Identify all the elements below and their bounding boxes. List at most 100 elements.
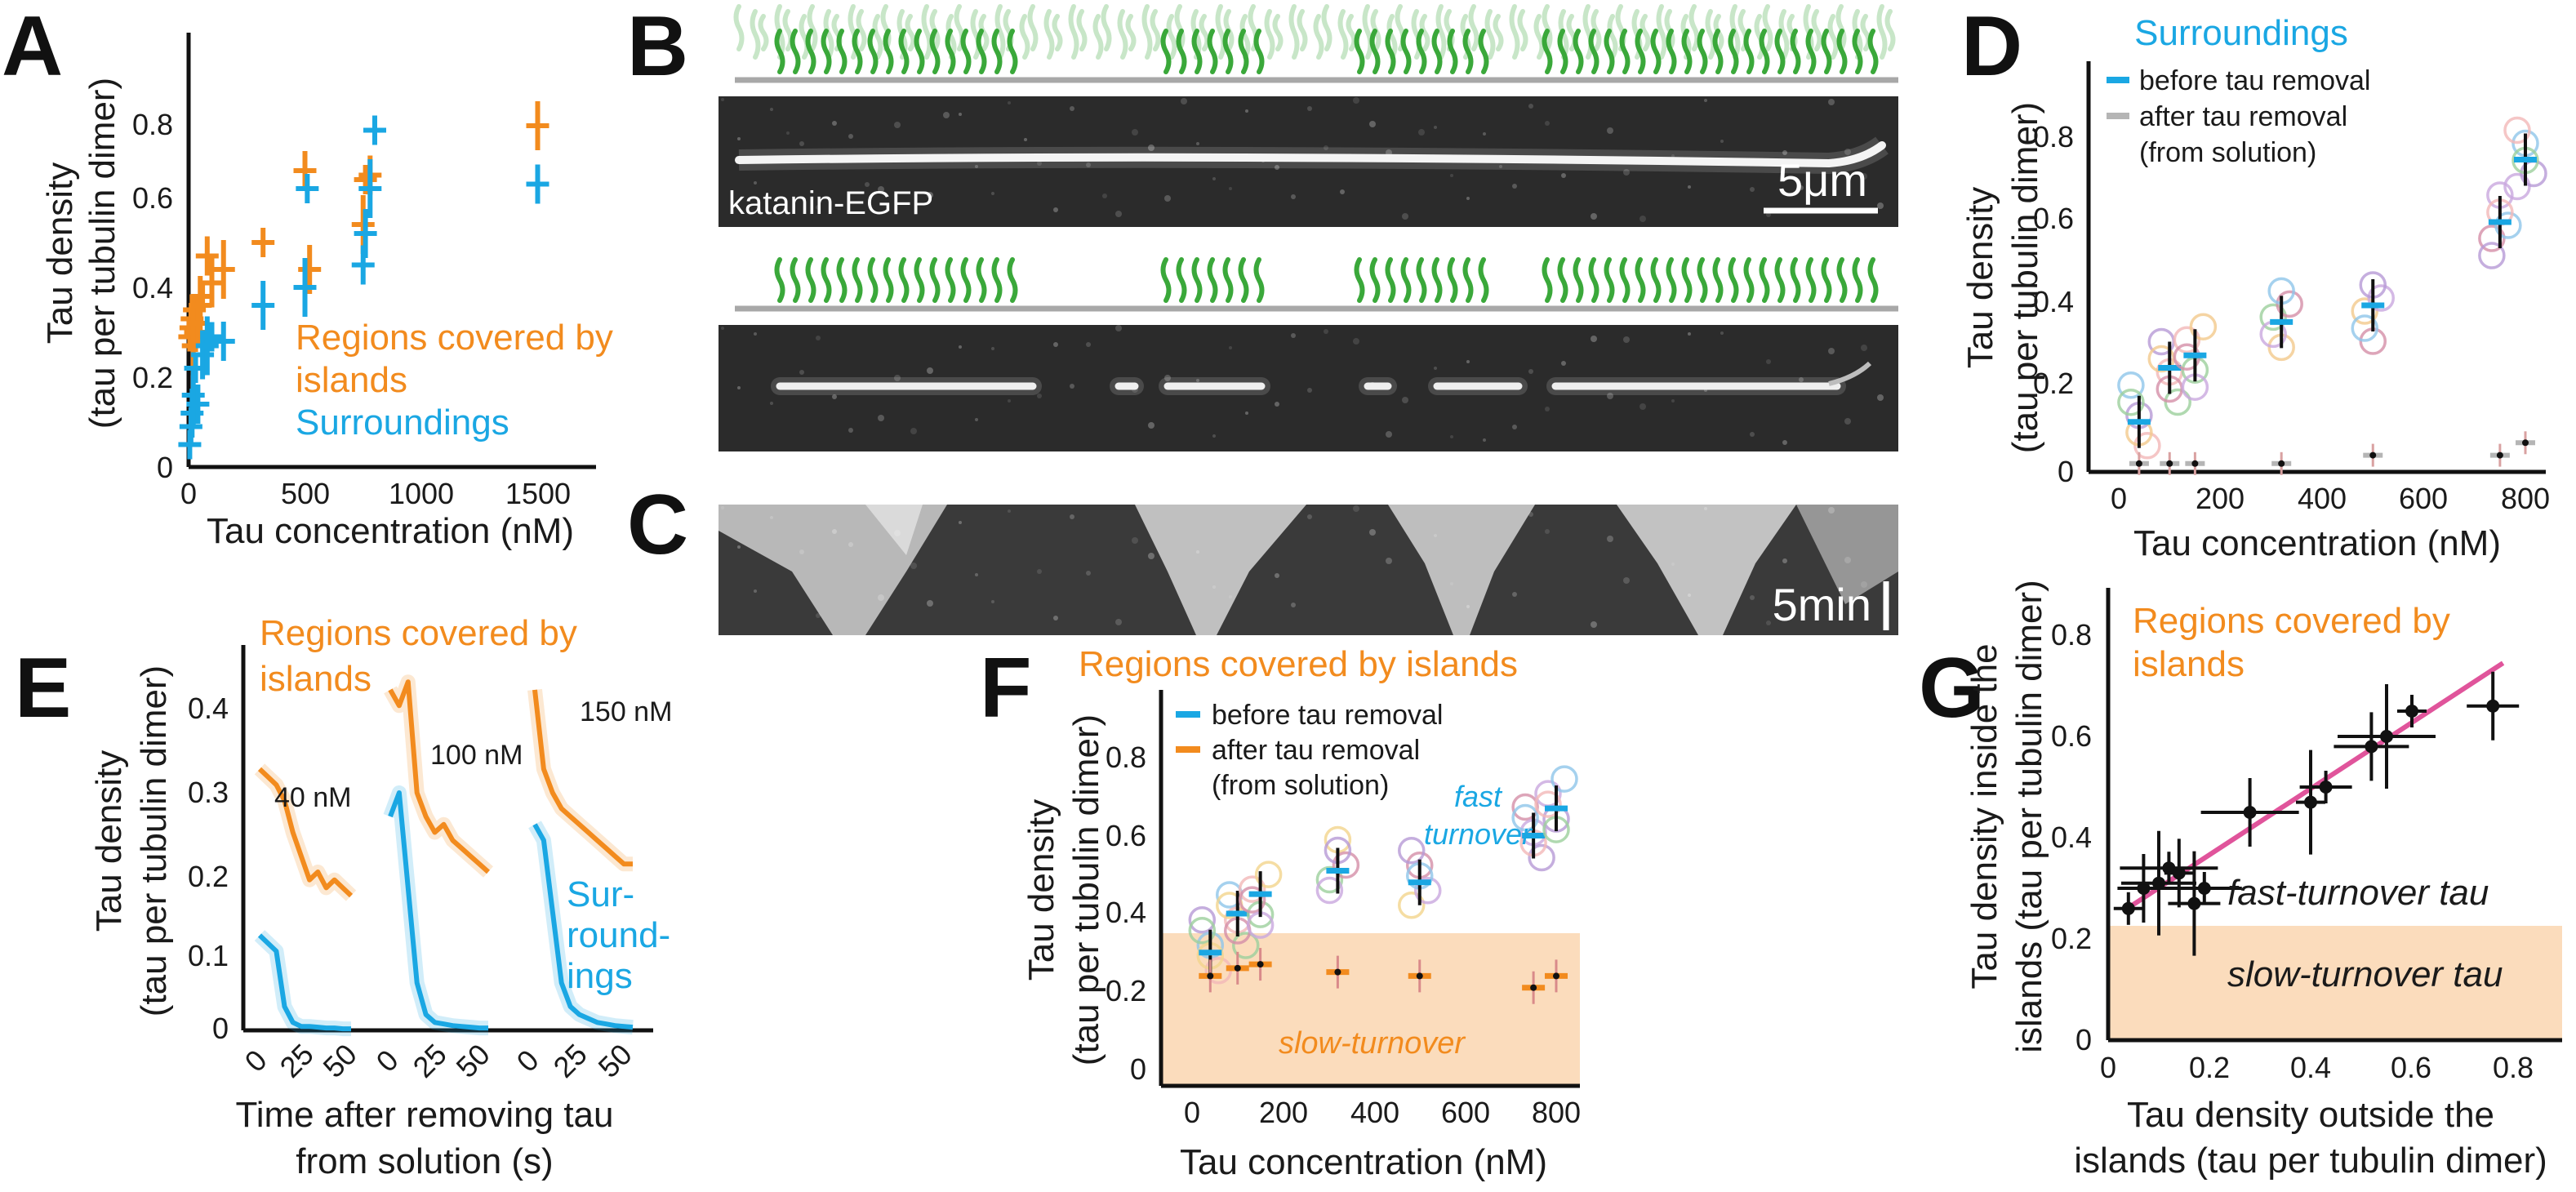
b-top-tau-dark-0-0 bbox=[774, 29, 785, 74]
b-bot-speck-0 bbox=[721, 327, 724, 330]
c-speck-48 bbox=[1008, 509, 1011, 513]
b-top-speck-69 bbox=[1499, 165, 1502, 168]
b-bot-speck-21 bbox=[1212, 434, 1216, 438]
b-top-tau-light-65 bbox=[1533, 14, 1545, 60]
b-top-tau-light-6 bbox=[807, 4, 818, 51]
b-top-tau-dark-0-14 bbox=[991, 29, 1003, 74]
c-speck-1 bbox=[799, 549, 804, 554]
b-top-tau-dark-2-6 bbox=[1447, 29, 1458, 74]
a-y-axis-label-1: Tau density bbox=[40, 162, 80, 345]
b-tau-schematic-top bbox=[733, 4, 1896, 74]
b-bot-speck-11 bbox=[1591, 336, 1597, 342]
d-ring-0-2 bbox=[2133, 432, 2161, 460]
b-top-tau-light-29 bbox=[1092, 14, 1104, 60]
c-speck-5 bbox=[1115, 619, 1122, 625]
a-ytick-0.6: 0.6 bbox=[132, 181, 173, 215]
panel-label-c: C bbox=[627, 478, 688, 572]
b-top-speck-50 bbox=[1164, 195, 1171, 202]
g-point-13 bbox=[2486, 699, 2500, 713]
d-ring-6-0 bbox=[2503, 172, 2531, 201]
b-top-tau-light-10 bbox=[856, 9, 867, 51]
c-speck-29 bbox=[1844, 557, 1851, 563]
b-top-speck-26 bbox=[1607, 127, 1613, 134]
c-speck-46 bbox=[848, 542, 853, 547]
b-bot-speck-10 bbox=[1512, 425, 1517, 429]
b-bot-tau-3-18 bbox=[1821, 257, 1832, 303]
f-slow-label: slow-turnover bbox=[1279, 1026, 1466, 1061]
b-bot-speck-43 bbox=[1782, 440, 1787, 445]
b-bot-tau-2-2 bbox=[1385, 257, 1396, 303]
b-bot-speck-24 bbox=[1450, 435, 1453, 438]
b-bot-speck-7 bbox=[1275, 402, 1279, 407]
g-point-0 bbox=[2121, 901, 2135, 915]
b-bot-speck-17 bbox=[894, 375, 901, 381]
b-bot-speck-36 bbox=[1229, 346, 1232, 349]
c-speck-26 bbox=[1607, 536, 1613, 542]
g-title-2: islands bbox=[2133, 644, 2245, 684]
b-top-tau-dark-3-8 bbox=[1666, 29, 1677, 74]
b-bot-speck-32 bbox=[910, 428, 917, 434]
c-speck-39 bbox=[1466, 605, 1470, 608]
b-bot-tau-0-1 bbox=[790, 257, 801, 303]
f-slow-shade bbox=[1161, 933, 1580, 1086]
b-bot-tau-2-1 bbox=[1369, 257, 1381, 303]
b-bot-tau-3-12 bbox=[1728, 257, 1739, 303]
b-scalebar-label: 5μm bbox=[1777, 154, 1867, 206]
a-legend-orange-2: islands bbox=[296, 360, 407, 400]
b-microtubule-top-glow bbox=[738, 136, 1889, 175]
f-ring-6-3 bbox=[1534, 790, 1562, 818]
e-xtick-2-25: 25 bbox=[407, 1038, 453, 1084]
b-top-tau-dark-3-4 bbox=[1604, 29, 1615, 74]
b-top-tau-light-34 bbox=[1150, 9, 1161, 51]
b-bot-tau-3-17 bbox=[1805, 257, 1817, 303]
f-ytick-0.2: 0.2 bbox=[1106, 974, 1146, 1007]
b-bot-tau-2-8 bbox=[1478, 257, 1489, 303]
b-top-speck-21 bbox=[1212, 177, 1216, 180]
b-bot-speck-55 bbox=[1561, 361, 1566, 366]
b-bot-speck-44 bbox=[1861, 345, 1867, 351]
b-bot-speck-22 bbox=[1291, 333, 1296, 338]
d-ring-4-3 bbox=[2351, 314, 2378, 342]
b-top-speck-47 bbox=[927, 192, 933, 198]
e-y-axis-label-2: (tau per tubulin dimer) bbox=[134, 665, 174, 1016]
f-xtick-800: 800 bbox=[1532, 1096, 1581, 1129]
b-top-tau-dark-3-20 bbox=[1852, 29, 1863, 74]
b-top-tau-light-41 bbox=[1239, 14, 1251, 60]
f-data-points bbox=[1188, 765, 1578, 1004]
e-xtick-1-50: 50 bbox=[317, 1038, 363, 1084]
e-x-axis-label-2: from solution (s) bbox=[296, 1141, 553, 1181]
b-top-tau-dark-1-3 bbox=[1207, 29, 1218, 74]
b-bot-tau-3-10 bbox=[1697, 257, 1708, 303]
b-bot-speck-41 bbox=[1623, 336, 1630, 343]
c-speck-9 bbox=[1434, 534, 1437, 537]
b-bot-speck-25 bbox=[1528, 369, 1533, 374]
d-ring-2-2 bbox=[2189, 313, 2218, 340]
f-after-dot-6 bbox=[1553, 972, 1559, 980]
b-top-tau-light-32 bbox=[1125, 14, 1137, 51]
b-top-tau-dark-3-12 bbox=[1728, 29, 1739, 74]
d-ring-5-2 bbox=[2494, 211, 2522, 239]
b-top-speck-37 bbox=[1307, 106, 1312, 111]
a-x-axis-label: Tau concentration (nM) bbox=[207, 511, 574, 551]
b-bot-tau-3-9 bbox=[1681, 257, 1693, 303]
panel-label-b: B bbox=[627, 0, 688, 94]
b-top-speck-40 bbox=[1545, 121, 1550, 126]
b-bot-speck-26 bbox=[1607, 393, 1613, 399]
b-bot-tau-3-5 bbox=[1619, 257, 1631, 303]
b-bot-speck-38 bbox=[1386, 431, 1392, 438]
f-ring-2-3 bbox=[1238, 886, 1266, 914]
panel-label-e: E bbox=[15, 641, 71, 736]
b-top-tau-dark-1-0 bbox=[1160, 29, 1172, 74]
b-bot-tau-1-6 bbox=[1253, 257, 1265, 303]
b-top-speck-19 bbox=[1053, 207, 1058, 212]
g-point-2 bbox=[2152, 876, 2165, 890]
b-top-speck-33 bbox=[991, 192, 994, 195]
b-top-tau-light-93 bbox=[1876, 4, 1888, 60]
e-trace-2-orange bbox=[532, 689, 633, 867]
b-top-speck-8 bbox=[1353, 97, 1359, 104]
g-ytick-0: 0 bbox=[2075, 1023, 2092, 1056]
d-title: Surroundings bbox=[2134, 13, 2348, 53]
b-top-tau-light-25 bbox=[1043, 9, 1055, 60]
b-bot-tau-3-6 bbox=[1635, 257, 1646, 303]
b-segment-tail bbox=[1828, 361, 1872, 386]
